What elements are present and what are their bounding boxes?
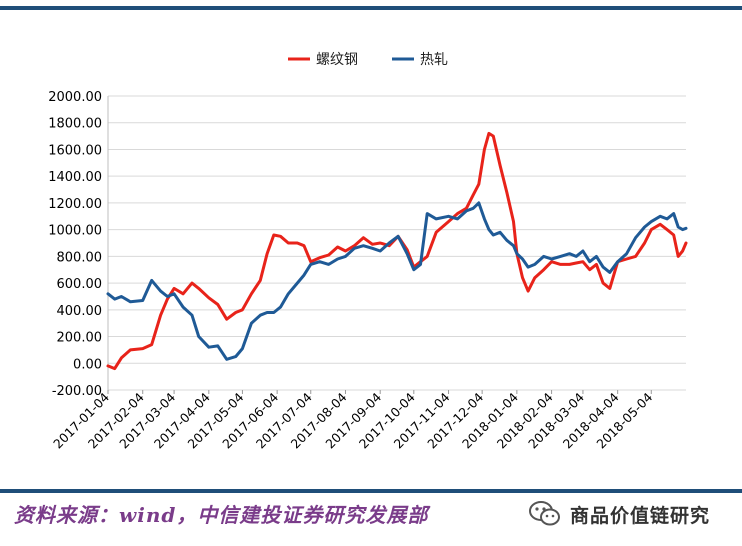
y-tick-label: 1000.00 (48, 224, 102, 239)
watermark: 商品价值链研究 (528, 500, 710, 528)
bottom-rule (0, 489, 742, 493)
y-tick-label: 400.00 (57, 304, 103, 319)
y-tick-label: 1600.00 (48, 143, 102, 158)
line-chart: 2000.00 1800.00 1600.00 1400.00 1200.00 1000.… (48, 52, 688, 451)
y-axis-ticks: 2000.00 1800.00 1600.00 1400.00 1200.00 1000.… (48, 90, 102, 399)
x-axis-ticks: 2017-01-042017-02-042017-03-042017-04-04… (50, 389, 655, 451)
wechat-icon (529, 501, 560, 526)
series-line-0 (106, 131, 688, 371)
source-note: 资料来源：wind，中信建投证券研究发展部 (14, 503, 429, 527)
gridlines (107, 95, 686, 391)
y-tick-label: 1800.00 (48, 117, 102, 132)
legend-label-1: 热轧 (420, 52, 448, 68)
y-tick-label: 0.00 (73, 357, 102, 372)
series-line-1 (106, 201, 688, 361)
y-tick-label: 1400.00 (48, 170, 102, 185)
y-tick-label: 800.00 (57, 250, 103, 265)
y-tick-label: 2000.00 (48, 90, 102, 105)
y-tick-label: 600.00 (57, 277, 103, 292)
watermark-text: 商品价值链研究 (570, 504, 711, 527)
top-rule (0, 6, 742, 10)
legend: 螺纹钢 热轧 (288, 52, 448, 68)
y-tick-label: 1200.00 (48, 197, 102, 212)
y-tick-label: -200.00 (52, 384, 102, 399)
y-tick-label: 200.00 (57, 331, 103, 346)
series-lines (106, 131, 688, 371)
legend-label-0: 螺纹钢 (316, 52, 358, 68)
